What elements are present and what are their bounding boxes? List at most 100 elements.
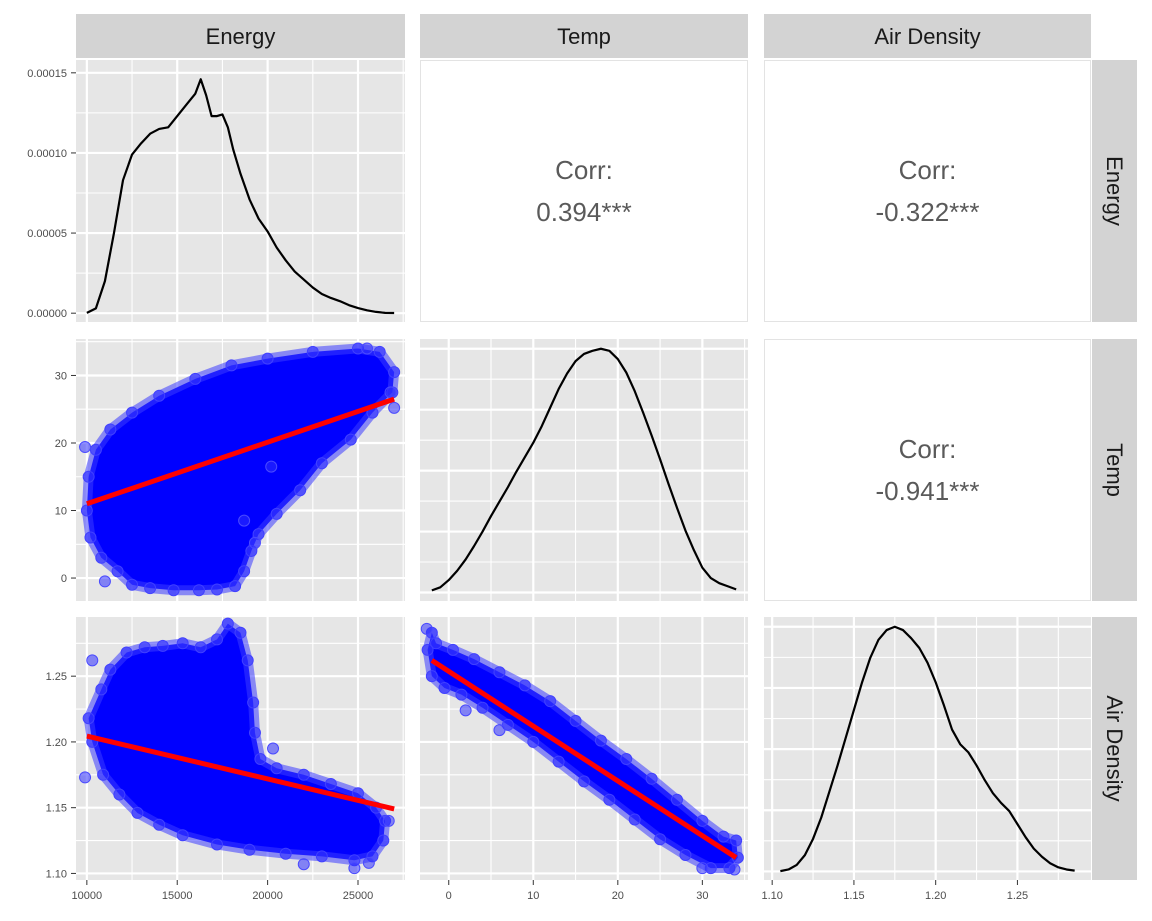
y-tick-label: 0.00010 [27, 148, 67, 160]
scatter-point [420, 622, 433, 635]
x-tick-label: 20000 [252, 890, 283, 902]
correlation-panel-background [764, 60, 1091, 322]
scatter-point [501, 718, 514, 731]
x-tick-label: 30 [696, 890, 708, 902]
scatter-point [234, 626, 247, 639]
panel-energy-vs-temp: Corr: 0.394*** [420, 60, 748, 322]
column-strip-temp: Temp [420, 14, 748, 58]
scatter-point [569, 714, 582, 727]
scatter-point [156, 639, 169, 652]
scatter-point [382, 814, 395, 827]
scatter-point [113, 788, 126, 801]
scatter-point [267, 742, 280, 755]
column-strip-background [76, 14, 405, 58]
density-curve-air-density [780, 625, 1075, 873]
panel-air-density-vs-energy [76, 617, 405, 880]
scatter-point [696, 862, 709, 875]
scatter-point [654, 833, 667, 846]
row-strip-energy: Energy [1092, 60, 1137, 322]
column-strip-energy: Energy [76, 14, 405, 58]
scatter-point [594, 734, 607, 747]
x-tick-label: 15000 [162, 890, 193, 902]
scatter-point [603, 793, 616, 806]
x-tick-label: 1.25 [1007, 890, 1028, 902]
scatter-point [229, 580, 242, 593]
scatter-point [455, 688, 468, 701]
scatter-point [176, 829, 189, 842]
y-tick-label: 1.15 [46, 803, 67, 815]
scatter-point [315, 457, 328, 470]
correlation-panel-background [764, 339, 1091, 601]
scatter-point [377, 834, 390, 847]
panel-energy-vs-energy [76, 60, 405, 322]
y-tick-label: 0.00000 [27, 308, 67, 320]
correlation-value: 0.394*** [536, 197, 631, 227]
scatter-point [144, 582, 157, 595]
scatter-point [176, 637, 189, 650]
scatter-point [97, 768, 110, 781]
scatter-point [86, 654, 99, 667]
scatter-point [241, 654, 254, 667]
scatter-point [493, 666, 506, 679]
scatter-point [717, 830, 730, 843]
column-strip-label: Temp [557, 24, 611, 49]
correlation-value: -0.941*** [875, 476, 979, 506]
scatter-point [344, 433, 357, 446]
correlation-value: -0.322*** [875, 197, 979, 227]
scatter-point [238, 514, 251, 527]
row-strip-air-density: Air Density [1092, 617, 1137, 880]
density-curve-energy [86, 78, 395, 315]
scatter-point [95, 683, 108, 696]
scatter-point [384, 386, 397, 399]
scatter-point [361, 342, 374, 355]
scatter-point [373, 345, 386, 358]
panel-background [76, 60, 405, 322]
scatter-point [430, 637, 443, 650]
x-tick-label: 25000 [343, 890, 374, 902]
scatter-point [111, 565, 124, 578]
y-tick-label: 0.00015 [27, 68, 67, 80]
row-strip-background [1092, 60, 1137, 322]
scatter-point [95, 551, 108, 564]
y-tick-label: 0.00005 [27, 228, 67, 240]
scatter-point [82, 712, 95, 725]
y-tick-label: 1.10 [46, 868, 67, 880]
scatter-point [153, 389, 166, 402]
density-curve-temp [431, 347, 737, 592]
scatter-edge-points [79, 342, 401, 597]
scatter-point [248, 726, 261, 739]
x-tick-label: 1.15 [843, 890, 864, 902]
row-strip-background [1092, 617, 1137, 880]
scatter-point [518, 679, 531, 692]
scatter-point [306, 345, 319, 358]
column-strip-background [420, 14, 748, 58]
scatter-point [679, 849, 692, 862]
scatter-point [211, 838, 223, 851]
panel-temp-vs-air-density: Corr: -0.941*** [764, 339, 1091, 601]
scatter-point [730, 834, 743, 847]
scatter-point [225, 359, 238, 372]
scatter-point [421, 643, 434, 656]
scatter-point [254, 753, 267, 766]
panel-energy-vs-air-density: Corr: -0.322*** [764, 60, 1091, 322]
x-tick-label: 0 [446, 890, 452, 902]
scatter-point [167, 584, 180, 597]
scatter-point [279, 847, 292, 860]
scatter-point [238, 565, 251, 578]
x-tick-label: 10 [527, 890, 539, 902]
scatter-point [388, 401, 401, 414]
scatter-point [265, 460, 278, 473]
scatter-point [324, 778, 337, 791]
scatter-point [270, 507, 283, 520]
scatter-point [80, 504, 93, 517]
scatter-point [247, 696, 260, 709]
row-strip-label: Temp [1102, 443, 1127, 497]
scatter-point [670, 793, 683, 806]
scatter-point [120, 646, 133, 659]
scatter-point [248, 536, 261, 549]
scatter-point [476, 701, 489, 714]
row-strip-label: Air Density [1102, 695, 1127, 801]
scatter-point [388, 366, 401, 379]
scatter-point [315, 850, 328, 863]
